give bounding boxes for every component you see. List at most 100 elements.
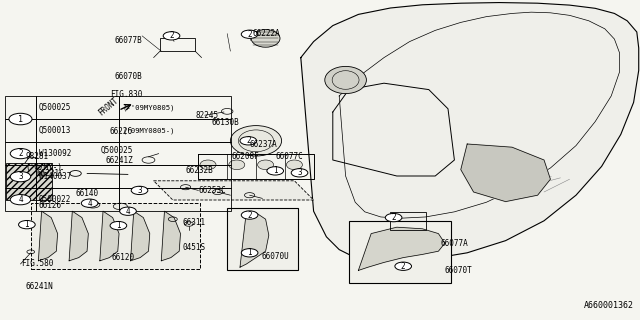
Circle shape <box>10 172 31 182</box>
Bar <box>227 208 298 270</box>
Bar <box>5 165 36 188</box>
Bar <box>119 119 231 142</box>
Text: 66241Z: 66241Z <box>106 156 133 165</box>
Polygon shape <box>69 211 88 261</box>
Circle shape <box>10 148 31 159</box>
Text: ('07MY-): ('07MY-) <box>26 163 63 172</box>
Bar <box>36 165 119 188</box>
Text: Q500025: Q500025 <box>100 146 133 155</box>
Circle shape <box>10 195 31 205</box>
Circle shape <box>131 186 148 195</box>
Text: 3: 3 <box>297 168 302 177</box>
Text: 2: 2 <box>18 149 23 158</box>
Text: Q500022: Q500022 <box>39 195 72 204</box>
Text: 2: 2 <box>169 31 174 40</box>
Text: 2: 2 <box>247 30 252 39</box>
Text: 3: 3 <box>18 172 23 181</box>
Polygon shape <box>161 211 180 261</box>
Circle shape <box>291 169 308 177</box>
Circle shape <box>240 137 257 145</box>
Text: 66221C: 66221C <box>36 169 64 178</box>
Circle shape <box>110 221 127 230</box>
Polygon shape <box>100 211 119 261</box>
Bar <box>36 142 119 165</box>
Text: 66070B: 66070B <box>115 72 142 81</box>
Circle shape <box>163 32 180 40</box>
Text: ('09MY0805-): ('09MY0805-) <box>122 127 175 134</box>
Text: 4: 4 <box>87 199 92 208</box>
Text: FRONT: FRONT <box>97 96 120 117</box>
Circle shape <box>241 30 258 38</box>
Polygon shape <box>358 227 445 270</box>
Text: FIG.830: FIG.830 <box>109 90 142 99</box>
Bar <box>119 188 231 211</box>
Text: A660001362: A660001362 <box>584 301 634 310</box>
Text: 2: 2 <box>246 136 251 145</box>
Text: 1: 1 <box>247 248 252 257</box>
Text: 66126: 66126 <box>38 201 61 210</box>
Bar <box>5 119 36 142</box>
Bar <box>31 203 200 269</box>
Text: 66120: 66120 <box>112 253 135 262</box>
Bar <box>160 38 195 51</box>
Circle shape <box>241 249 258 257</box>
Polygon shape <box>461 144 550 202</box>
Bar <box>119 165 231 188</box>
Text: 1: 1 <box>18 115 23 124</box>
Text: 4: 4 <box>125 207 131 216</box>
Text: 66237A: 66237A <box>250 140 277 149</box>
Text: 66140: 66140 <box>76 189 99 198</box>
Circle shape <box>19 220 35 229</box>
Text: 66077C: 66077C <box>275 152 303 161</box>
Text: 1: 1 <box>116 221 121 230</box>
Ellipse shape <box>257 160 274 170</box>
Polygon shape <box>154 181 314 200</box>
Circle shape <box>267 167 284 175</box>
Polygon shape <box>38 211 58 261</box>
Text: 66232B: 66232B <box>186 166 213 175</box>
Text: 66311: 66311 <box>182 218 205 227</box>
Ellipse shape <box>325 67 367 94</box>
Text: 66241N: 66241N <box>26 282 53 291</box>
Ellipse shape <box>251 30 280 47</box>
Circle shape <box>395 262 412 270</box>
Text: 82245: 82245 <box>195 111 218 120</box>
Bar <box>5 142 36 165</box>
Circle shape <box>81 199 98 207</box>
Polygon shape <box>240 211 269 267</box>
Bar <box>119 96 231 119</box>
Text: 66070T: 66070T <box>445 266 472 275</box>
Bar <box>5 96 36 119</box>
Text: 4: 4 <box>18 195 23 204</box>
Text: 2: 2 <box>401 262 406 271</box>
Bar <box>6 163 52 200</box>
Circle shape <box>385 213 402 222</box>
Text: FIG.580: FIG.580 <box>21 259 54 268</box>
Text: W140037: W140037 <box>39 172 72 181</box>
Polygon shape <box>301 3 639 261</box>
Bar <box>390 212 426 230</box>
Ellipse shape <box>230 126 282 156</box>
Circle shape <box>120 207 136 215</box>
Polygon shape <box>131 211 150 261</box>
Text: Q500013: Q500013 <box>39 126 72 135</box>
Text: (-'09MY0805): (-'09MY0805) <box>122 104 175 111</box>
Text: 0451S: 0451S <box>182 244 205 252</box>
Text: Q500025: Q500025 <box>39 103 72 112</box>
Circle shape <box>9 113 32 125</box>
Text: W130092: W130092 <box>39 149 72 158</box>
Text: 66222A: 66222A <box>253 29 280 38</box>
Text: 66208F: 66208F <box>232 152 259 161</box>
Text: 3: 3 <box>137 186 142 195</box>
Text: 1: 1 <box>273 166 278 175</box>
Bar <box>349 221 451 283</box>
Bar <box>5 188 36 211</box>
Ellipse shape <box>200 160 216 170</box>
Text: 98281: 98281 <box>26 152 49 161</box>
Text: 66226: 66226 <box>110 127 133 136</box>
Text: 66077B: 66077B <box>115 36 142 44</box>
Bar <box>36 119 119 142</box>
Text: 2: 2 <box>391 213 396 222</box>
Ellipse shape <box>287 160 303 170</box>
Text: 2: 2 <box>247 211 252 220</box>
